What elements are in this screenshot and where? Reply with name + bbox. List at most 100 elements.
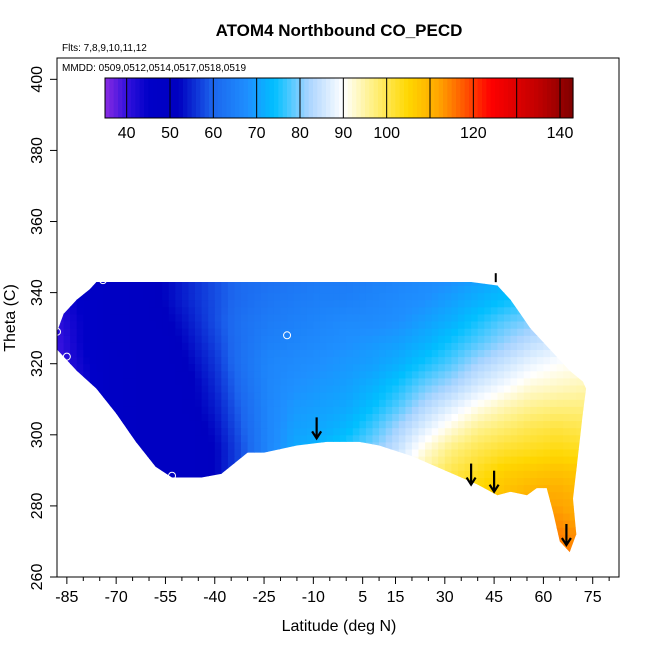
heatmap-cell	[339, 491, 347, 500]
heatmap-cell	[359, 449, 367, 457]
heatmap-cell	[267, 299, 275, 308]
heatmap-cell	[83, 335, 91, 343]
heatmap-cell	[510, 513, 518, 521]
heatmap-cell	[293, 463, 301, 471]
heatmap-cell	[444, 413, 452, 422]
heatmap-cell	[168, 377, 176, 386]
heatmap-cell	[201, 449, 209, 457]
heatmap-cell	[254, 541, 262, 550]
heatmap-cell	[523, 534, 531, 542]
heatmap-cell	[319, 292, 327, 301]
heatmap-cell	[543, 513, 551, 521]
heatmap-cell	[96, 449, 104, 457]
heatmap-cell	[155, 434, 163, 443]
heatmap-cell	[523, 349, 531, 358]
heatmap-cell	[609, 534, 616, 542]
heatmap-cell	[477, 427, 485, 436]
heatmap-cell	[293, 513, 301, 521]
heatmap-cell	[536, 413, 544, 422]
colorbar-tick-label: 140	[547, 125, 574, 142]
heatmap-cell	[293, 306, 301, 315]
heatmap-cell	[181, 498, 189, 507]
heatmap-cell	[234, 335, 242, 343]
heatmap-cell	[438, 477, 446, 486]
heatmap-cell	[89, 449, 97, 457]
heatmap-cell	[576, 484, 584, 493]
heatmap-cell	[267, 306, 275, 315]
heatmap-cell	[129, 349, 137, 358]
heatmap-cell	[471, 406, 479, 414]
heatmap-cell	[162, 349, 170, 358]
heatmap-cell	[523, 413, 531, 422]
heatmap-cell	[569, 306, 577, 315]
heatmap-cell	[122, 349, 130, 358]
heatmap-cell	[306, 328, 314, 336]
heatmap-cell	[135, 534, 143, 542]
heatmap-cell	[129, 491, 137, 500]
heatmap-cell	[569, 527, 577, 535]
heatmap-cell	[431, 470, 439, 478]
heatmap-cell	[582, 477, 587, 486]
heatmap-cell	[188, 285, 196, 294]
heatmap-cell	[247, 420, 255, 429]
heatmap-cell	[359, 463, 367, 471]
heatmap-cell	[438, 385, 446, 393]
heatmap-cell	[392, 406, 400, 414]
heatmap-cell	[116, 513, 124, 521]
heatmap-cell	[510, 335, 518, 343]
colorbar-strip	[239, 78, 245, 118]
heatmap-cell	[385, 313, 393, 322]
heatmap-cell	[385, 434, 393, 443]
heatmap-cell	[241, 477, 249, 486]
heatmap-cell	[576, 313, 584, 322]
heatmap-cell	[306, 363, 314, 372]
heatmap-cell	[208, 449, 216, 457]
heatmap-cell	[372, 299, 380, 308]
heatmap-cell	[122, 328, 130, 336]
heatmap-cell	[431, 392, 439, 400]
heatmap-cell	[464, 456, 472, 464]
heatmap-cell	[96, 463, 104, 471]
heatmap-cell	[188, 399, 196, 407]
heatmap-cell	[603, 485, 610, 493]
heatmap-cell	[293, 392, 301, 400]
heatmap-cell	[504, 491, 512, 500]
heatmap-cell	[287, 491, 295, 500]
heatmap-cell	[536, 527, 544, 535]
colorbar-strip	[460, 78, 466, 118]
heatmap-cell	[234, 505, 242, 514]
heatmap-cell	[510, 498, 518, 507]
colorbar-strip	[222, 78, 227, 118]
heatmap-cell	[326, 548, 334, 553]
heatmap-cell	[490, 313, 498, 322]
heatmap-cell	[385, 491, 393, 500]
heatmap-cell	[510, 456, 518, 464]
heatmap-cell	[168, 541, 176, 550]
heatmap-cell	[523, 370, 531, 379]
heatmap-cell	[530, 328, 538, 336]
heatmap-cell	[195, 427, 203, 436]
heatmap-cell	[438, 328, 446, 336]
heatmap-cell	[168, 513, 176, 521]
heatmap-cell	[536, 520, 544, 528]
heatmap-cell	[609, 293, 616, 301]
heatmap-cell	[57, 335, 65, 343]
heatmap-cell	[326, 491, 334, 500]
colorbar-strip	[512, 78, 518, 118]
colorbar-strip	[252, 78, 258, 118]
heatmap-cell	[116, 413, 124, 422]
heatmap-cell	[155, 484, 163, 493]
heatmap-cell	[346, 491, 354, 500]
heatmap-cell	[333, 299, 341, 308]
dates-label: MMDD: 0509,0512,0514,0517,0518,0519	[62, 63, 246, 74]
heatmap-cell	[603, 456, 610, 464]
heatmap-cell	[464, 377, 472, 386]
heatmap-cell	[530, 342, 538, 350]
heatmap-cell	[287, 541, 295, 550]
heatmap-cell	[175, 285, 183, 294]
heatmap-cell	[444, 313, 452, 322]
heatmap-cell	[63, 434, 71, 443]
colorbar-strip	[551, 78, 557, 118]
colorbar-strip	[282, 78, 288, 118]
heatmap-cell	[444, 463, 452, 471]
